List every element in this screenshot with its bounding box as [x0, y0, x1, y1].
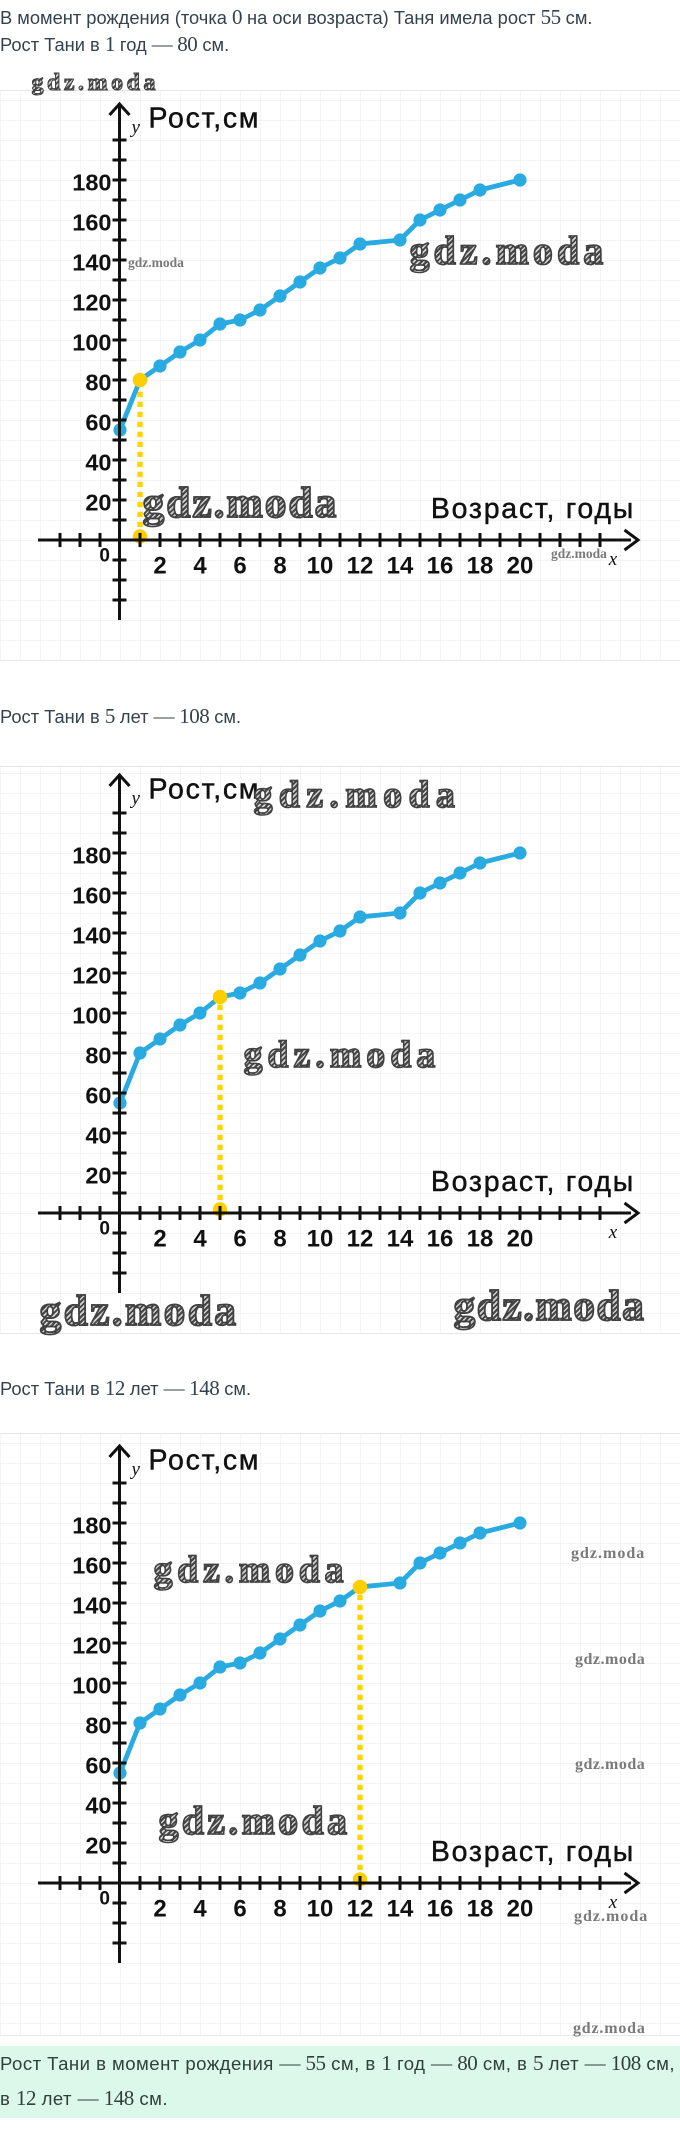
- svg-text:8: 8: [273, 1226, 286, 1253]
- svg-text:80: 80: [85, 1043, 111, 1069]
- svg-text:180: 180: [72, 170, 111, 196]
- svg-text:60: 60: [85, 1753, 111, 1779]
- svg-text:180: 180: [72, 843, 111, 869]
- svg-text:160: 160: [72, 1553, 111, 1579]
- svg-text:16: 16: [427, 1896, 454, 1923]
- svg-text:Возраст, годы: Возраст, годы: [431, 493, 635, 525]
- svg-text:6: 6: [233, 553, 246, 580]
- svg-text:x: x: [608, 1892, 618, 1913]
- svg-text:Рост,см: Рост,см: [149, 103, 261, 135]
- svg-text:18: 18: [467, 1226, 494, 1253]
- svg-text:14: 14: [387, 1896, 414, 1923]
- svg-text:12: 12: [347, 1226, 374, 1253]
- svg-text:x: x: [608, 1222, 618, 1243]
- svg-text:60: 60: [85, 410, 111, 436]
- svg-text:y: y: [130, 117, 141, 138]
- svg-text:y: y: [130, 788, 141, 809]
- svg-text:2: 2: [153, 1226, 166, 1253]
- svg-text:6: 6: [233, 1896, 246, 1923]
- svg-text:2: 2: [153, 1896, 166, 1923]
- svg-text:Рост,см: Рост,см: [149, 1445, 261, 1477]
- svg-text:80: 80: [85, 370, 111, 396]
- svg-text:0: 0: [99, 546, 110, 567]
- svg-text:180: 180: [72, 1513, 111, 1539]
- svg-text:60: 60: [85, 1083, 111, 1109]
- svg-text:18: 18: [467, 553, 494, 580]
- svg-text:16: 16: [427, 553, 454, 580]
- svg-text:20: 20: [507, 1226, 534, 1253]
- svg-text:10: 10: [307, 1226, 334, 1253]
- svg-text:6: 6: [233, 1226, 246, 1253]
- svg-text:20: 20: [85, 1833, 111, 1859]
- svg-text:4: 4: [193, 553, 207, 580]
- svg-text:2: 2: [153, 553, 166, 580]
- svg-text:10: 10: [307, 553, 334, 580]
- svg-text:20: 20: [507, 1896, 534, 1923]
- svg-text:14: 14: [387, 1226, 414, 1253]
- svg-text:120: 120: [72, 290, 111, 316]
- svg-text:100: 100: [72, 1003, 111, 1029]
- svg-text:140: 140: [72, 1593, 111, 1619]
- svg-text:18: 18: [467, 1896, 494, 1923]
- svg-text:160: 160: [72, 210, 111, 236]
- svg-text:40: 40: [85, 1123, 111, 1149]
- svg-text:x: x: [608, 549, 618, 570]
- svg-text:20: 20: [85, 1163, 111, 1189]
- svg-text:12: 12: [347, 1896, 374, 1923]
- svg-text:40: 40: [85, 450, 111, 476]
- svg-text:100: 100: [72, 1673, 111, 1699]
- svg-text:0: 0: [99, 1219, 110, 1240]
- svg-text:16: 16: [427, 1226, 454, 1253]
- svg-text:4: 4: [193, 1226, 207, 1253]
- svg-text:140: 140: [72, 923, 111, 949]
- svg-text:4: 4: [193, 1896, 207, 1923]
- svg-text:120: 120: [72, 963, 111, 989]
- svg-text:14: 14: [387, 553, 414, 580]
- svg-text:Рост,см: Рост,см: [149, 774, 261, 806]
- svg-text:120: 120: [72, 1633, 111, 1659]
- svg-text:40: 40: [85, 1793, 111, 1819]
- svg-text:80: 80: [85, 1713, 111, 1739]
- svg-text:20: 20: [85, 490, 111, 516]
- svg-text:10: 10: [307, 1896, 334, 1923]
- svg-text:Возраст, годы: Возраст, годы: [431, 1166, 635, 1198]
- svg-text:8: 8: [273, 553, 286, 580]
- svg-text:8: 8: [273, 1896, 286, 1923]
- svg-text:y: y: [130, 1459, 141, 1480]
- svg-text:20: 20: [507, 553, 534, 580]
- svg-text:160: 160: [72, 883, 111, 909]
- svg-text:12: 12: [347, 553, 374, 580]
- svg-text:Возраст, годы: Возраст, годы: [431, 1836, 635, 1868]
- svg-text:100: 100: [72, 330, 111, 356]
- svg-text:0: 0: [99, 1889, 110, 1910]
- svg-text:140: 140: [72, 250, 111, 276]
